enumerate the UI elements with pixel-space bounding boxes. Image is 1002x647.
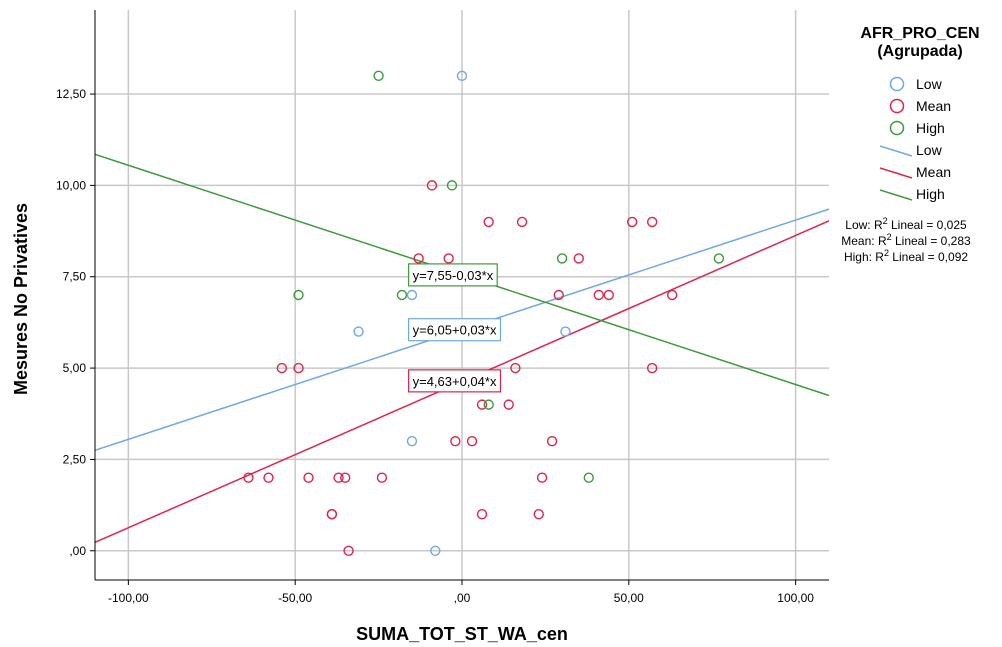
data-points xyxy=(243,70,725,556)
data-point-mean xyxy=(476,509,488,520)
y-tick-label: 10,00 xyxy=(56,178,86,192)
data-point-mean xyxy=(573,253,584,264)
data-point-mean xyxy=(450,435,461,447)
data-point-low xyxy=(353,326,364,337)
data-point-mean xyxy=(603,289,614,301)
data-point-mean xyxy=(503,399,514,410)
data-point-mean xyxy=(626,216,638,228)
legend-line-label: Mean xyxy=(916,164,951,180)
data-point-mean xyxy=(553,289,564,301)
x-tick-label: -50,00 xyxy=(278,591,312,605)
data-point-high xyxy=(583,472,594,483)
data-point-mean xyxy=(426,180,438,191)
equation-label-high: y=7,55-0,03*x xyxy=(413,268,494,283)
x-tick-label: ,00 xyxy=(454,591,471,605)
x-tick-label: 100,00 xyxy=(777,591,814,605)
data-point-mean xyxy=(303,472,314,483)
legend-line-high xyxy=(879,189,913,201)
data-point-mean xyxy=(666,289,678,301)
x-axis-title: SUMA_TOT_ST_WA_cen xyxy=(356,624,568,644)
legend-marker-label: Low xyxy=(916,76,943,92)
equation-label-low: y=6,05+0,03*x xyxy=(413,323,497,338)
axes: -100,00 -50,00 ,00 50,00 100,00 ,00 2,50 5,00 7,… xyxy=(56,10,829,605)
y-tick-label: 2,50 xyxy=(63,452,87,466)
legend-line-mean xyxy=(879,167,913,179)
data-point-high xyxy=(446,180,458,191)
data-point-mean xyxy=(646,362,658,374)
data-point-mean xyxy=(533,509,544,520)
data-point-mean xyxy=(326,509,338,520)
legend-marker-label: Mean xyxy=(916,98,951,114)
y-tick-label: 5,00 xyxy=(63,361,87,375)
legend-line-label: Low xyxy=(916,142,943,158)
data-point-mean xyxy=(466,435,478,447)
data-point-mean xyxy=(263,472,274,483)
data-point-low xyxy=(406,435,418,447)
r2-label-2: High: R2 Lineal = 0,092 xyxy=(844,248,968,264)
legend: AFR_PRO_CEN (Agrupada) Low Mean High Low Mea… xyxy=(841,25,979,264)
data-point-mean xyxy=(276,362,288,374)
legend-title: AFR_PRO_CEN xyxy=(860,25,979,42)
r2-label-1: Mean: R2 Lineal = 0,283 xyxy=(841,232,971,248)
legend-items: Low Mean High Low Mean High xyxy=(879,76,951,202)
data-point-high xyxy=(713,253,725,264)
x-tick-label: 50,00 xyxy=(614,591,644,605)
data-point-mean xyxy=(546,435,558,447)
y-tick-label: 12,50 xyxy=(56,87,86,101)
r2-label-0: Low: R2 Lineal = 0,025 xyxy=(845,216,967,232)
data-point-mean xyxy=(413,253,424,264)
data-point-high xyxy=(373,70,384,81)
legend-marker-label: High xyxy=(916,120,945,136)
data-point-low xyxy=(456,70,468,81)
data-point-low xyxy=(560,326,571,337)
data-point-high xyxy=(396,289,408,301)
y-axis-title: Mesures No Privatives xyxy=(11,203,31,395)
y-tick-label: 7,50 xyxy=(63,270,87,284)
data-point-mean xyxy=(376,472,388,483)
equation-box-low xyxy=(408,318,502,342)
data-point-mean xyxy=(646,216,658,228)
equation-box-mean xyxy=(408,369,502,393)
legend-line-label: High xyxy=(916,186,945,202)
legend-marker-high xyxy=(889,120,905,136)
y-tick-label: ,00 xyxy=(69,544,86,558)
data-point-mean xyxy=(483,216,494,228)
legend-subtitle: (Agrupada) xyxy=(877,43,962,60)
data-point-mean xyxy=(593,289,604,301)
legend-marker-mean xyxy=(889,98,905,114)
data-point-mean xyxy=(340,472,351,483)
data-point-mean xyxy=(293,362,304,374)
data-point-high xyxy=(293,289,304,301)
data-point-mean xyxy=(476,399,488,410)
equation-box-high xyxy=(408,263,498,287)
data-point-mean xyxy=(516,216,528,228)
data-point-high xyxy=(483,399,494,410)
data-point-mean xyxy=(536,472,548,483)
data-point-mean xyxy=(243,472,254,483)
legend-line-low xyxy=(879,145,913,157)
equation-label-mean: y=4,63+0,04*x xyxy=(413,374,497,389)
legend-marker-low xyxy=(889,76,905,92)
data-point-mean xyxy=(510,362,521,374)
data-point-low xyxy=(406,289,418,301)
data-point-mean xyxy=(343,545,354,556)
data-point-low xyxy=(430,545,441,556)
data-point-mean xyxy=(333,472,344,483)
data-point-high xyxy=(556,253,568,264)
x-tick-label: -100,00 xyxy=(108,591,149,605)
equation-labels: y=6,05+0,03*x y=4,63+0,04*x y=7,55-0,03*x xyxy=(408,263,502,393)
data-point-mean xyxy=(443,253,454,264)
